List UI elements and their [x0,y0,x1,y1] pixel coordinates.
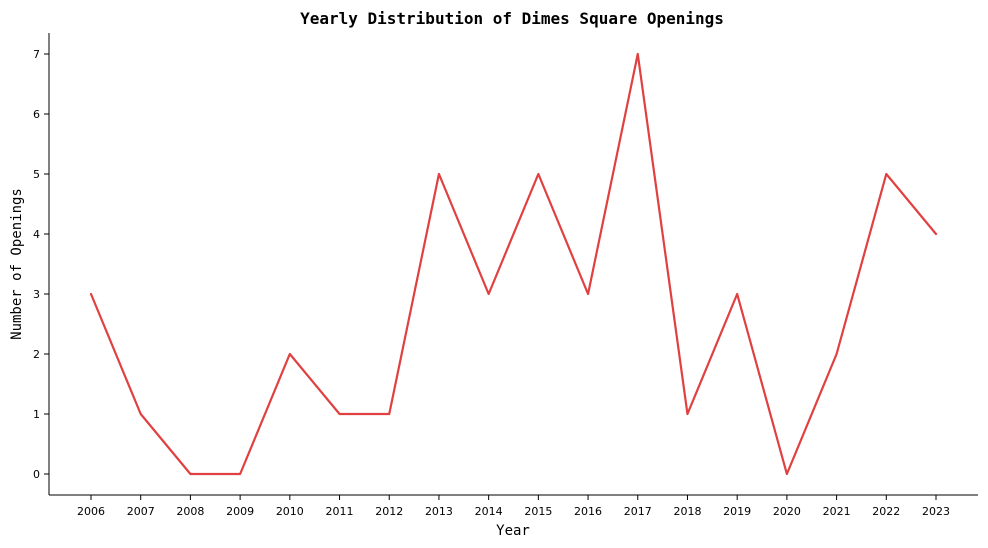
x-tick-label: 2015 [524,505,552,518]
x-tick-label: 2006 [77,505,105,518]
x-tick-label: 2021 [823,505,851,518]
x-tick-label: 2013 [425,505,453,518]
x-axis-label: Year [496,523,530,539]
y-tick-label: 1 [33,408,40,421]
y-tick-label: 2 [33,348,40,361]
y-tick-label: 4 [33,228,40,241]
y-tick-label: 5 [33,168,40,181]
y-axis-label: Number of Openings [9,188,25,340]
series-line [89,52,938,476]
x-tick-label: 2022 [872,505,900,518]
x-tick-label: 2019 [723,505,751,518]
x-tick-label: 2018 [673,505,701,518]
x-tick-label: 2023 [922,505,950,518]
x-tick-label: 2009 [226,505,254,518]
x-tick-label: 2007 [127,505,155,518]
y-ticks: 0 1 2 3 4 5 6 7 [33,48,49,481]
x-tick-label: 2008 [176,505,204,518]
x-tick-label: 2011 [326,505,354,518]
x-ticks: 2006 2007 2008 2009 2010 2011 2012 2013 2014 2015… [77,495,950,518]
axes [48,33,978,496]
y-tick-label: 3 [33,288,40,301]
x-tick-label: 2012 [375,505,403,518]
x-tick-label: 2017 [624,505,652,518]
x-tick-label: 2010 [276,505,304,518]
y-tick-label: 6 [33,108,40,121]
x-tick-label: 2014 [475,505,503,518]
chart-title: Yearly Distribution of Dimes Square Open… [300,9,724,28]
y-tick-label: 7 [33,48,40,61]
y-tick-label: 0 [33,468,40,481]
x-tick-label: 2016 [574,505,602,518]
series-group [89,52,938,476]
x-tick-label: 2020 [773,505,801,518]
